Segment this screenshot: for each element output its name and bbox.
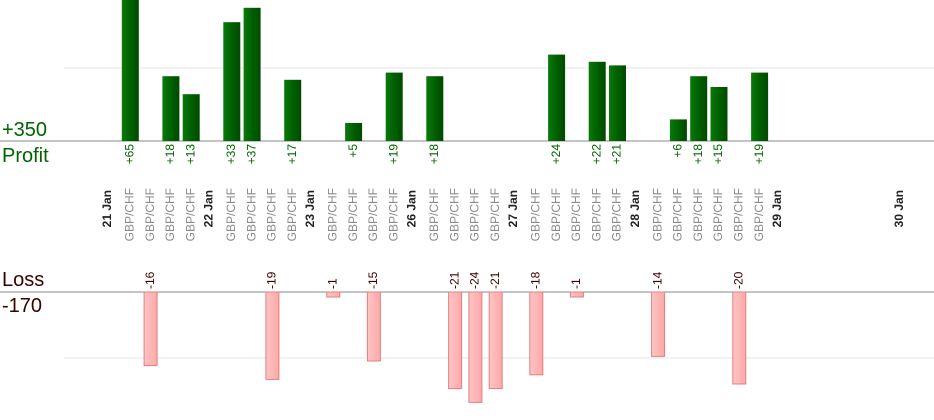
- loss-bar: [529, 291, 544, 376]
- date-label: 27 Jan: [506, 190, 520, 227]
- profit-bar: [548, 54, 566, 141]
- profit-bar: [284, 79, 302, 141]
- loss-max-label: -170: [2, 295, 43, 317]
- date-label: 28 Jan: [628, 190, 642, 227]
- pair-label: GBP/CHF: [265, 188, 279, 241]
- pair-label: GBP/CHF: [143, 188, 157, 241]
- pair-label: GBP/CHF: [752, 188, 766, 241]
- loss-label: Loss: [2, 269, 45, 291]
- profit-value-label: +65: [122, 144, 136, 165]
- pair-label: GBP/CHF: [163, 188, 177, 241]
- pair-label: GBP/CHF: [671, 188, 685, 241]
- profit-value-label: +15: [711, 144, 725, 165]
- profit-value-label: +37: [244, 144, 258, 165]
- loss-bar: [448, 291, 463, 390]
- profit-value-label: +19: [752, 144, 766, 165]
- profit-value-label: +33: [224, 144, 238, 165]
- pair-label: GBP/CHF: [366, 188, 380, 241]
- bars: [121, 0, 769, 403]
- loss-value-label: -21: [447, 271, 461, 289]
- loss-value-label: -15: [366, 271, 380, 289]
- date-label: 23 Jan: [303, 190, 317, 227]
- loss-bar: [366, 291, 381, 362]
- loss-value-label: -14: [650, 271, 664, 289]
- profit-value-label: +17: [285, 144, 299, 165]
- loss-value-label: -1: [325, 278, 339, 289]
- profit-value-label: +21: [610, 144, 624, 165]
- profit-value-label: +22: [589, 144, 603, 165]
- pair-label: GBP/CHF: [691, 188, 705, 241]
- profit-value-label: +6: [671, 144, 685, 158]
- pair-label: GBP/CHF: [122, 188, 136, 241]
- date-label: 30 Jan: [892, 190, 906, 227]
- loss-bar: [488, 291, 503, 390]
- profit-bar: [609, 65, 626, 141]
- loss-bar: [143, 291, 158, 367]
- pair-label: GBP/CHF: [569, 188, 583, 241]
- profit-bar: [243, 7, 261, 141]
- pair-label: GBP/CHF: [346, 188, 360, 241]
- date-label: 21 Jan: [100, 190, 114, 227]
- loss-bar: [569, 291, 584, 298]
- profit-bar: [162, 76, 180, 141]
- loss-value-label: -19: [265, 271, 279, 289]
- pair-label: GBP/CHF: [528, 188, 542, 241]
- pair-label: GBP/CHF: [224, 188, 238, 241]
- pair-label: GBP/CHF: [650, 188, 664, 241]
- loss-bar: [468, 291, 483, 403]
- pair-label: GBP/CHF: [427, 188, 441, 241]
- loss-bar: [651, 291, 666, 357]
- pair-label: GBP/CHF: [386, 188, 400, 241]
- loss-value-label: -20: [731, 271, 745, 289]
- loss-bar: [326, 291, 341, 298]
- profit-value-label: +18: [163, 144, 177, 165]
- labels: 21 Jan 22 Jan 23 Jan 26 Jan 27 Jan 28 Jan 29 J…: [100, 144, 906, 289]
- pair-label: GBP/CHF: [549, 188, 563, 241]
- date-label: 26 Jan: [405, 190, 419, 227]
- loss-value-label: -18: [528, 271, 542, 289]
- profit-value-label: +18: [427, 144, 441, 165]
- pair-label: GBP/CHF: [468, 188, 482, 241]
- profit-bar: [426, 76, 444, 141]
- profit-bar: [385, 72, 403, 141]
- profit-bar: [588, 61, 606, 141]
- date-label: 22 Jan: [202, 190, 216, 227]
- pair-label: GBP/CHF: [447, 188, 461, 241]
- profit-bar: [345, 123, 363, 141]
- profit-bar: [710, 87, 728, 141]
- profit-bar: [121, 0, 139, 141]
- profit-value-label: +24: [549, 144, 563, 165]
- loss-bar: [732, 291, 747, 385]
- profit-bar: [690, 76, 708, 141]
- profit-value-label: +5: [346, 144, 360, 158]
- pair-label: GBP/CHF: [325, 188, 339, 241]
- profit-bar: [182, 94, 200, 141]
- profit-bar: [751, 72, 769, 141]
- profit-max-label: +350: [2, 119, 48, 141]
- profit-value-label: +19: [386, 144, 400, 165]
- pair-label: GBP/CHF: [610, 188, 624, 241]
- profit-value-label: +18: [691, 144, 705, 165]
- profit-bar: [223, 22, 241, 142]
- pair-label: GBP/CHF: [589, 188, 603, 241]
- pair-label: GBP/CHF: [244, 188, 258, 241]
- pair-label: GBP/CHF: [285, 188, 299, 241]
- loss-value-label: -1: [569, 278, 583, 289]
- profit-value-label: +13: [183, 144, 197, 165]
- pair-label: GBP/CHF: [731, 188, 745, 241]
- pair-label: GBP/CHF: [183, 188, 197, 241]
- loss-value-label: -24: [468, 271, 482, 289]
- pair-label: GBP/CHF: [488, 188, 502, 241]
- profit-label: Profit: [2, 145, 49, 167]
- pair-label: GBP/CHF: [711, 188, 725, 241]
- loss-value-label: -21: [488, 271, 502, 289]
- date-label: 29 Jan: [770, 190, 784, 227]
- profit-bar: [669, 119, 687, 141]
- loss-bar: [265, 291, 280, 380]
- loss-value-label: -16: [143, 271, 157, 289]
